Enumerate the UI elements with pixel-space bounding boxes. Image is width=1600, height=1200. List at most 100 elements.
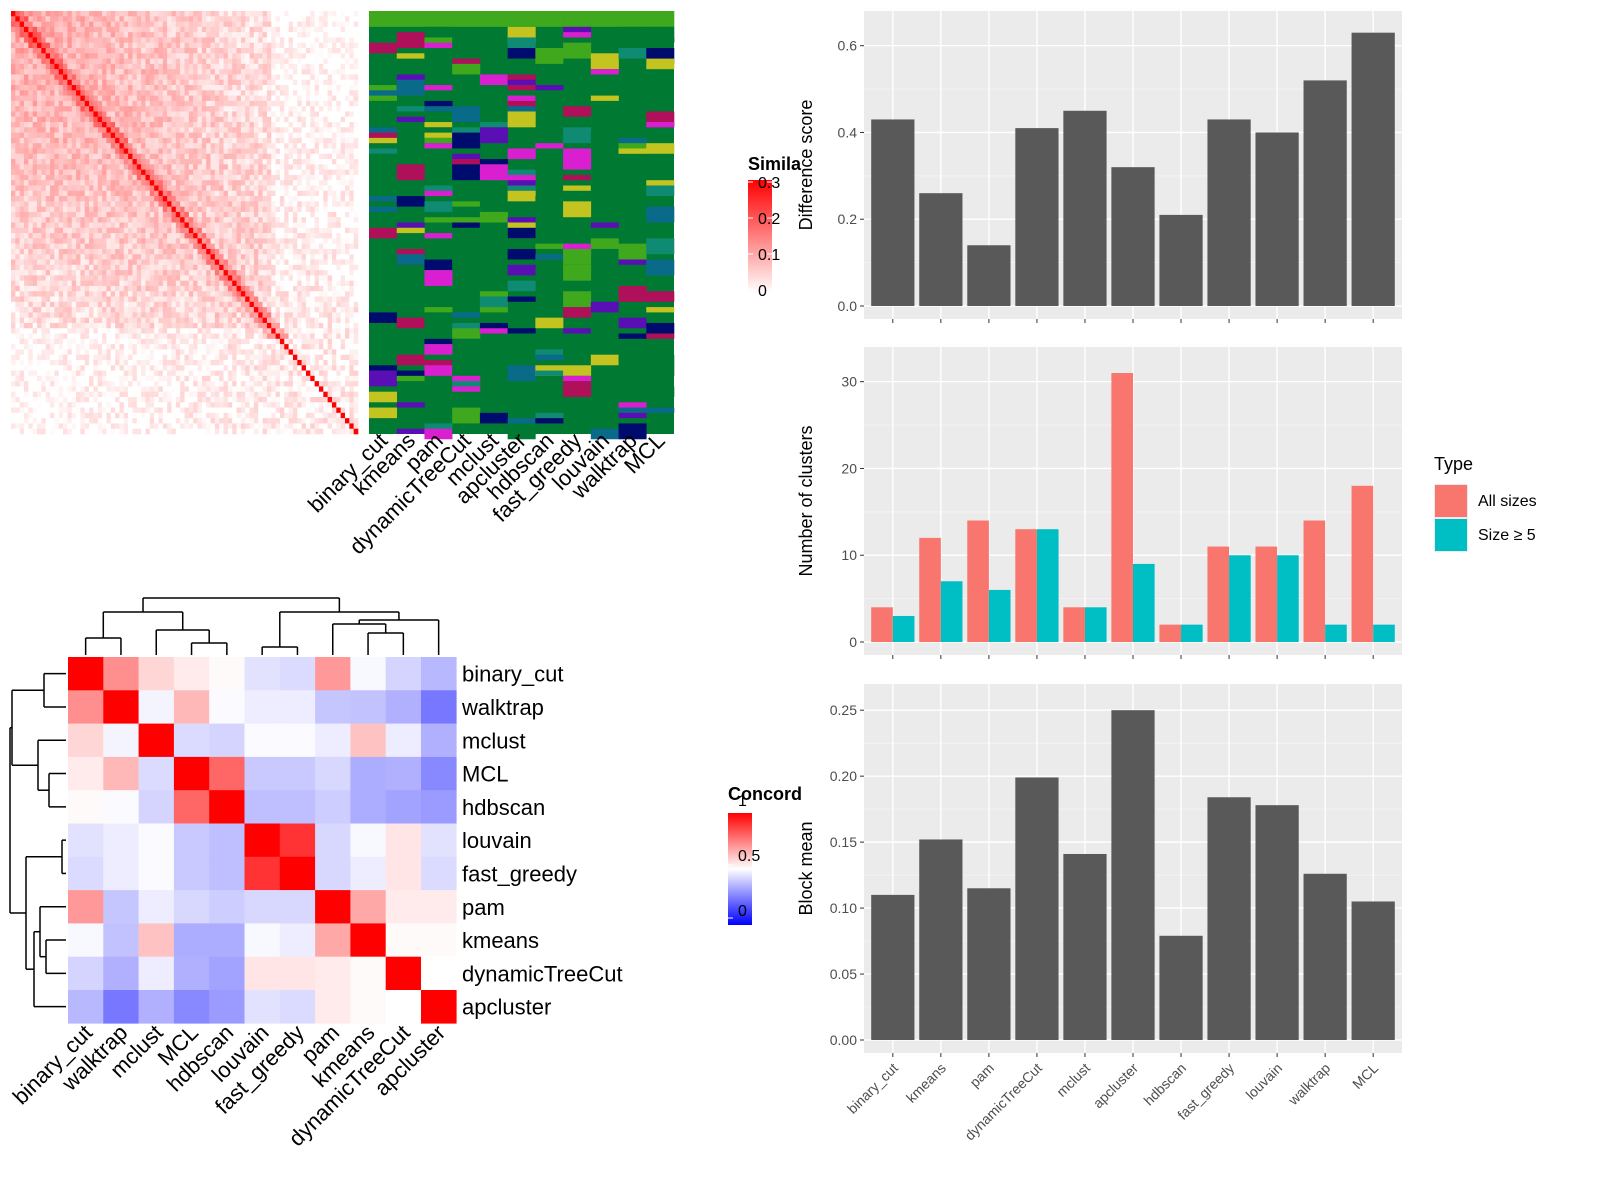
similarity-cell — [136, 48, 142, 54]
similarity-cell — [154, 164, 159, 170]
similarity-cell — [11, 307, 16, 313]
similarity-cell — [279, 238, 285, 244]
similarity-cell — [136, 291, 142, 297]
similarity-cell — [353, 275, 359, 281]
similarity-cell — [318, 254, 324, 260]
similarity-cell — [11, 296, 16, 303]
similarity-cell — [344, 312, 350, 318]
similarity-cell — [266, 275, 272, 281]
similarity-cell — [349, 32, 354, 38]
similarity-cell — [167, 254, 172, 260]
similarity-cell — [232, 317, 237, 324]
similarity-cell — [132, 270, 138, 276]
similarity-cell — [314, 180, 320, 186]
similarity-cell — [167, 137, 172, 144]
similarity-cell — [15, 211, 20, 218]
similarity-cell — [240, 190, 246, 197]
similarity-cell — [89, 153, 94, 160]
similarity-cell — [344, 174, 350, 181]
similarity-cell — [158, 74, 164, 81]
similarity-cell — [58, 322, 64, 329]
similarity-cell — [344, 74, 350, 81]
similarity-cell — [223, 164, 229, 170]
similarity-cell — [258, 322, 263, 329]
similarity-cell — [167, 11, 172, 17]
similarity-cell — [158, 285, 164, 292]
similarity-cell — [37, 275, 42, 281]
similarity-cell — [336, 111, 341, 118]
similarity-cell — [310, 196, 315, 202]
similarity-cell — [158, 79, 164, 86]
similarity-cell — [63, 95, 68, 102]
similarity-cell — [223, 227, 229, 234]
similarity-cell — [167, 16, 172, 22]
similarity-cell — [288, 312, 294, 318]
similarity-cell — [93, 264, 99, 271]
similarity-cell — [340, 217, 346, 223]
similarity-cell — [11, 26, 16, 33]
similarity-cell — [253, 254, 259, 260]
similarity-cell — [227, 48, 233, 54]
similarity-cell — [141, 111, 146, 118]
similarity-cell — [305, 201, 311, 207]
similarity-cell — [184, 301, 190, 308]
similarity-cell — [11, 69, 16, 75]
similarity-cell — [180, 111, 185, 118]
similarity-cell — [353, 328, 359, 334]
similarity-cell — [284, 169, 289, 176]
similarity-cell — [327, 180, 333, 186]
similarity-cell — [262, 95, 268, 102]
similarity-cell — [245, 280, 250, 287]
similarity-cell — [223, 32, 229, 38]
similarity-cell — [180, 174, 185, 181]
similarity-cell — [214, 254, 220, 260]
similarity-cell — [89, 37, 94, 44]
similarity-cell — [193, 248, 198, 255]
similarity-cell — [110, 280, 116, 287]
similarity-cell — [323, 85, 328, 91]
similarity-cell — [115, 26, 120, 33]
similarity-cell — [331, 238, 337, 244]
similarity-cell — [284, 137, 289, 144]
similarity-cell — [84, 180, 90, 186]
similarity-cell — [223, 317, 229, 324]
similarity-cell — [240, 248, 246, 255]
similarity-cell — [318, 217, 324, 223]
similarity-cell — [97, 164, 103, 170]
similarity-cell — [197, 190, 203, 197]
similarity-cell — [123, 37, 129, 44]
similarity-cell — [253, 190, 259, 197]
similarity-cell — [279, 190, 285, 197]
similarity-cell — [240, 11, 246, 17]
similarity-cell — [327, 137, 333, 144]
similarity-cell — [89, 254, 94, 260]
similarity-cell — [89, 48, 94, 54]
similarity-cell — [214, 285, 220, 292]
similarity-cell — [136, 116, 142, 123]
similarity-cell — [240, 37, 246, 44]
similarity-cell — [110, 164, 116, 170]
similarity-cell — [180, 233, 185, 239]
similarity-cell — [197, 127, 203, 133]
similarity-cell — [171, 169, 177, 176]
similarity-cell — [175, 90, 181, 96]
similarity-cell — [275, 111, 281, 118]
similarity-cell — [141, 26, 146, 33]
similarity-cell — [145, 275, 151, 281]
similarity-cell — [266, 280, 272, 287]
similarity-cell — [167, 100, 172, 107]
similarity-cell — [97, 143, 103, 149]
similarity-cell — [162, 100, 168, 107]
similarity-cell — [188, 174, 194, 181]
similarity-cell — [318, 317, 324, 324]
similarity-cell — [149, 79, 155, 86]
similarity-cell — [84, 243, 90, 250]
similarity-cell — [58, 74, 64, 81]
similarity-cell — [314, 307, 320, 313]
similarity-cell — [314, 185, 320, 192]
similarity-cell — [19, 37, 25, 44]
similarity-cell — [154, 196, 159, 202]
similarity-cell — [19, 26, 25, 33]
similarity-cell — [119, 11, 125, 17]
similarity-cell — [11, 11, 16, 17]
